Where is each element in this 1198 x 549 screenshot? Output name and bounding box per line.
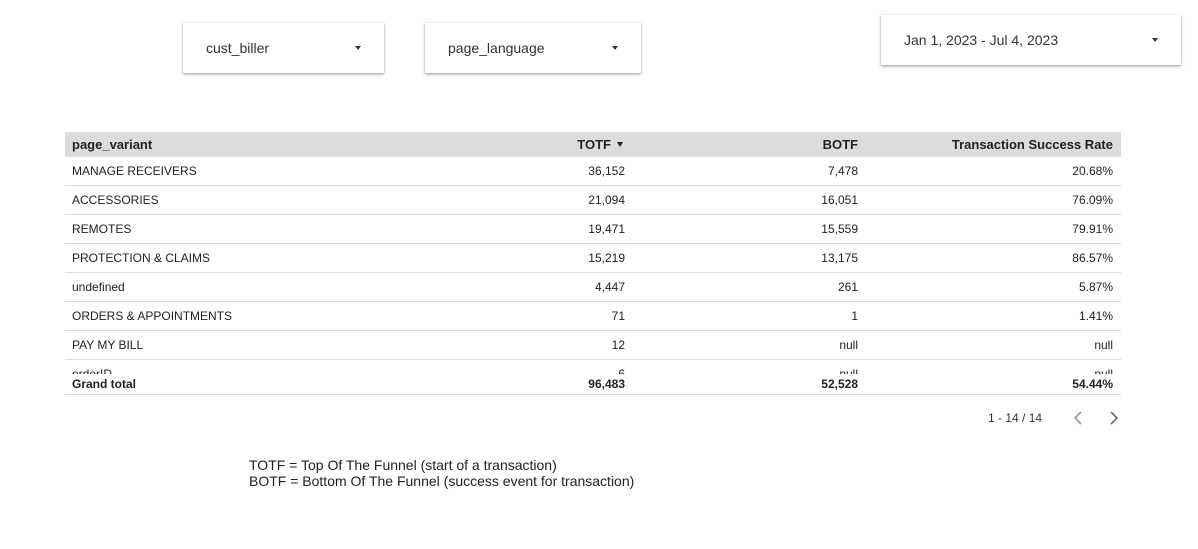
column-header-success-rate[interactable]: Transaction Success Rate [866,132,1121,157]
cust-biller-filter[interactable]: cust_biller [183,23,384,73]
cell-success-rate: 79.91% [866,214,1121,244]
cell-botf: 13,175 [633,243,866,273]
table-header: page_variant TOTF BOTF Transaction Succe… [65,132,1121,157]
cell-page-variant: ORDERS & APPOINTMENTS [65,301,565,331]
page-language-filter[interactable]: page_language [425,23,641,73]
cell-totf: 4,447 [565,272,633,302]
table-row[interactable]: PROTECTION & CLAIMS 15,219 13,175 86.57% [65,243,1121,273]
page-language-filter-label: page_language [448,40,545,56]
chevron-down-icon [1152,38,1158,42]
column-header-totf[interactable]: TOTF [565,132,633,157]
cell-botf: 1 [633,301,866,331]
cell-success-rate: 76.09% [866,185,1121,215]
table-row[interactable]: REMOTES 19,471 15,559 79.91% [65,214,1121,244]
cell-success-rate: null [866,330,1121,360]
cell-botf: 7,478 [633,157,866,186]
cell-success-rate: 20.68% [866,157,1121,186]
header-row: page_variant TOTF BOTF Transaction Succe… [65,132,1121,157]
previous-page-button[interactable] [1068,408,1088,428]
date-range-picker[interactable]: Jan 1, 2023 - Jul 4, 2023 [881,15,1181,65]
table-row[interactable]: undefined 4,447 261 5.87% [65,272,1121,302]
table-body: MANAGE RECEIVERS 36,152 7,478 20.68% ACCESSO… [65,157,1121,374]
botf-definition: BOTF = Bottom Of The Funnel (success eve… [249,473,635,489]
table-row[interactable]: ORDERS & APPOINTMENTS 71 1 1.41% [65,301,1121,331]
column-header-totf-label: TOTF [577,137,611,152]
grand-total-botf: 52,528 [633,374,866,395]
cell-page-variant: MANAGE RECEIVERS [65,157,565,186]
cell-botf: 261 [633,272,866,302]
cell-botf: 16,051 [633,185,866,215]
chevron-down-icon [355,46,361,50]
cell-page-variant: REMOTES [65,214,565,244]
column-header-page-variant-label: page_variant [72,137,153,152]
table-body-scroll[interactable]: MANAGE RECEIVERS 36,152 7,478 20.68% ACCESSO… [65,157,1121,374]
column-header-botf[interactable]: BOTF [633,132,866,157]
table-row[interactable]: orderID 6 null null [65,359,1121,374]
grand-total-totf: 96,483 [565,374,633,395]
cell-success-rate: null [866,359,1121,374]
next-page-button[interactable] [1104,408,1124,428]
cust-biller-filter-label: cust_biller [206,40,270,56]
column-header-page-variant[interactable]: page_variant [65,132,565,157]
chevron-right-icon [1110,411,1119,425]
cell-totf: 71 [565,301,633,331]
table-row[interactable]: ACCESSORIES 21,094 16,051 76.09% [65,185,1121,215]
cell-page-variant: orderID [65,359,565,374]
cell-success-rate: 1.41% [866,301,1121,331]
grand-total-label: Grand total [65,374,565,395]
table-row[interactable]: PAY MY BILL 12 null null [65,330,1121,360]
cell-totf: 36,152 [565,157,633,186]
grand-total: Grand total 96,483 52,528 54.44% [65,374,1121,395]
chevron-down-icon [612,46,618,50]
cell-success-rate: 86.57% [866,243,1121,273]
cell-totf: 19,471 [565,214,633,244]
cell-totf: 21,094 [565,185,633,215]
cell-page-variant: PAY MY BILL [65,330,565,360]
grand-total-success-rate: 54.44% [866,374,1121,395]
cell-page-variant: undefined [65,272,565,302]
pagination: 1 - 14 / 14 [988,408,1124,428]
cell-success-rate: 5.87% [866,272,1121,302]
page-variant-table: page_variant TOTF BOTF Transaction Succe… [65,132,1121,395]
date-range-label: Jan 1, 2023 - Jul 4, 2023 [904,32,1059,48]
cell-page-variant: PROTECTION & CLAIMS [65,243,565,273]
grand-total-row: Grand total 96,483 52,528 54.44% [65,374,1121,395]
cell-totf: 6 [565,359,633,374]
table-row[interactable]: MANAGE RECEIVERS 36,152 7,478 20.68% [65,157,1121,186]
chevron-left-icon [1073,411,1082,425]
cell-totf: 15,219 [565,243,633,273]
column-header-success-rate-label: Transaction Success Rate [951,137,1113,152]
cell-botf: null [633,359,866,374]
cell-totf: 12 [565,330,633,360]
pagination-range: 1 - 14 / 14 [988,411,1043,425]
definitions-note: TOTF = Top Of The Funnel (start of a tra… [249,457,634,489]
totf-definition: TOTF = Top Of The Funnel (start of a tra… [249,457,557,473]
cell-botf: null [633,330,866,360]
sort-descending-icon [617,142,623,148]
cell-page-variant: ACCESSORIES [65,185,565,215]
column-header-botf-label: BOTF [822,137,858,152]
cell-botf: 15,559 [633,214,866,244]
